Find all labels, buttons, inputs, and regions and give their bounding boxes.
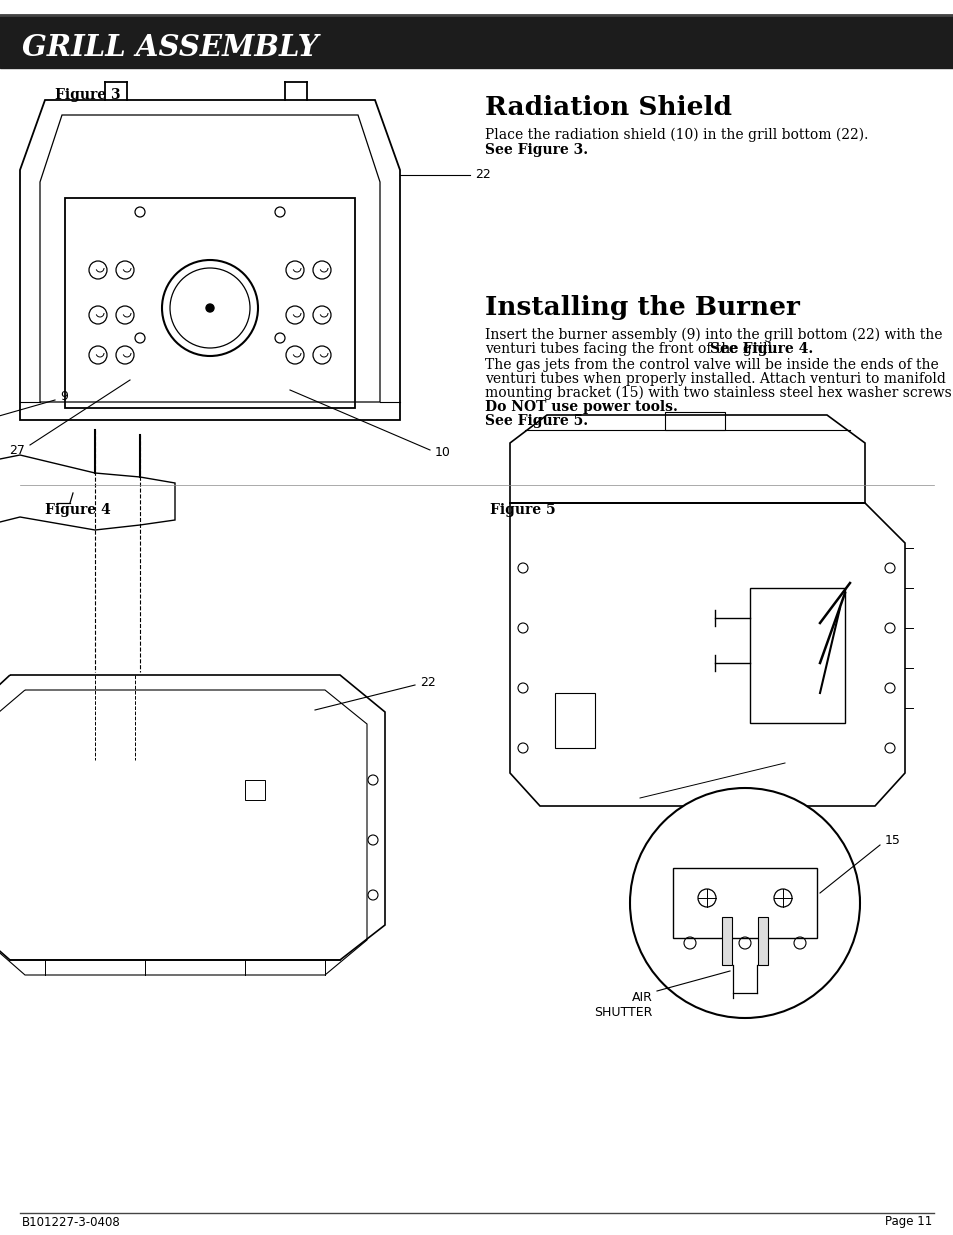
Circle shape: [206, 304, 213, 312]
Text: 22: 22: [475, 168, 490, 182]
Text: Place the radiation shield (10) in the grill bottom (22).: Place the radiation shield (10) in the g…: [484, 128, 867, 142]
Bar: [721, 918, 731, 965]
Text: GRILL ASSEMBLY: GRILL ASSEMBLY: [22, 32, 318, 62]
Text: venturi tubes facing the front of the grill.: venturi tubes facing the front of the gr…: [484, 342, 784, 356]
Text: 9: 9: [60, 390, 68, 404]
Text: mounting bracket (15) with two stainless steel hex washer screws.: mounting bracket (15) with two stainless…: [484, 387, 953, 400]
Text: Radiation Shield: Radiation Shield: [484, 95, 731, 120]
Bar: [758, 918, 767, 965]
Text: Figure 4: Figure 4: [45, 503, 111, 517]
Text: Insert the burner assembly (9) into the grill bottom (22) with the: Insert the burner assembly (9) into the …: [484, 329, 942, 342]
Bar: [672, 868, 816, 939]
Text: See Figure 4.: See Figure 4.: [709, 342, 812, 356]
Text: Do NOT use power tools.: Do NOT use power tools.: [484, 400, 678, 414]
Bar: [555, 693, 595, 748]
Text: See Figure 5.: See Figure 5.: [484, 414, 587, 429]
Bar: [0, 15, 953, 68]
Bar: [664, 412, 724, 430]
Text: See Figure 3.: See Figure 3.: [484, 143, 587, 157]
Bar: [749, 588, 844, 722]
Circle shape: [629, 788, 859, 1018]
Text: The gas jets from the control valve will be inside the ends of the: The gas jets from the control valve will…: [484, 358, 938, 372]
Text: Page 11: Page 11: [883, 1215, 931, 1229]
Text: AIR
SHUTTER: AIR SHUTTER: [594, 990, 652, 1019]
Text: 10: 10: [435, 447, 451, 459]
Text: Figure 3: Figure 3: [55, 88, 120, 103]
Text: 22: 22: [419, 676, 436, 688]
Text: Installing the Burner: Installing the Burner: [484, 295, 799, 320]
Text: 27: 27: [10, 443, 25, 457]
Text: 15: 15: [884, 835, 900, 847]
Text: Figure 5: Figure 5: [490, 503, 555, 517]
Text: B101227-3-0408: B101227-3-0408: [22, 1215, 121, 1229]
Bar: [245, 781, 265, 800]
Bar: [65, 198, 355, 408]
Text: venturi tubes when properly installed. Attach venturi to manifold: venturi tubes when properly installed. A…: [484, 372, 944, 387]
